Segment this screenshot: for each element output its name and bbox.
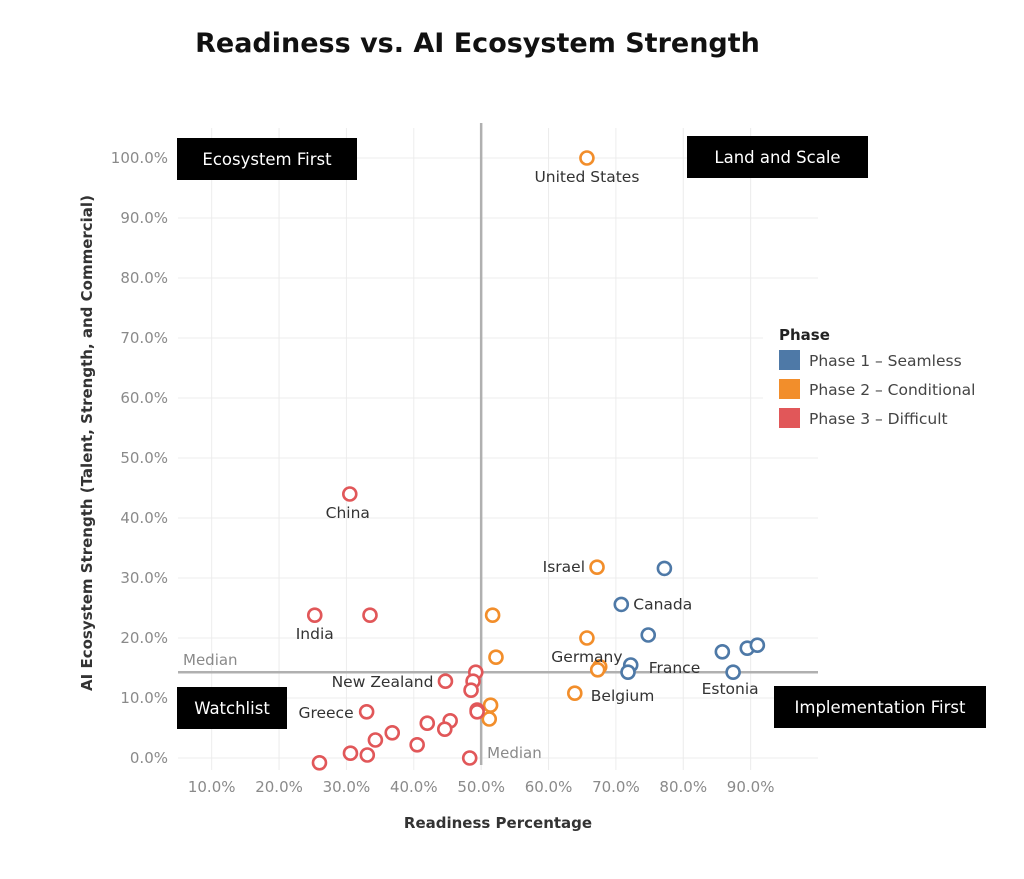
data-point bbox=[714, 643, 731, 660]
data-point bbox=[620, 664, 636, 681]
x-tick-label: 20.0% bbox=[255, 778, 303, 796]
legend-title: Phase bbox=[779, 326, 830, 344]
x-tick-label: 10.0% bbox=[188, 778, 236, 796]
data-point bbox=[481, 711, 498, 727]
data-point bbox=[566, 685, 583, 702]
x-tick-label: 30.0% bbox=[323, 778, 371, 796]
data-point bbox=[656, 560, 673, 577]
data-point bbox=[341, 486, 358, 502]
x-tick-label: 40.0% bbox=[390, 778, 438, 796]
median-label-vertical: Median bbox=[487, 744, 542, 762]
quadrant-label: Watchlist bbox=[194, 699, 270, 718]
y-tick-label: 90.0% bbox=[120, 209, 168, 227]
data-points bbox=[306, 150, 766, 771]
legend: Phase Phase 1 – Seamless Phase 2 – Conditi… bbox=[763, 318, 995, 438]
quadrant-box bbox=[177, 687, 287, 729]
point-label: New Zealand bbox=[332, 673, 434, 691]
quadrant-labels: Ecosystem First Land and Scale Watchlist Im… bbox=[177, 136, 986, 729]
quadrant-label: Implementation First bbox=[795, 698, 967, 717]
legend-background bbox=[763, 318, 995, 438]
x-tick-label: 90.0% bbox=[727, 778, 775, 796]
legend-entry: Phase 3 – Difficult bbox=[809, 410, 948, 428]
point-label: Estonia bbox=[702, 680, 759, 698]
data-point bbox=[461, 750, 478, 766]
data-point bbox=[419, 715, 436, 732]
legend-swatch bbox=[779, 408, 800, 428]
data-point bbox=[362, 607, 378, 624]
legend-entry: Phase 2 – Conditional bbox=[809, 381, 975, 399]
data-point bbox=[488, 649, 504, 666]
data-point bbox=[463, 682, 479, 699]
data-point bbox=[749, 637, 766, 654]
data-point bbox=[358, 703, 375, 720]
quadrant-bottom-left: Watchlist bbox=[177, 687, 287, 729]
x-tick-label: 50.0% bbox=[457, 778, 505, 796]
legend-swatch bbox=[779, 350, 800, 370]
quadrant-box bbox=[177, 138, 357, 180]
y-tick-label: 50.0% bbox=[120, 449, 168, 467]
point-label: United States bbox=[534, 168, 639, 186]
point-label: India bbox=[296, 625, 334, 643]
quadrant-label: Ecosystem First bbox=[202, 150, 332, 169]
y-tick-label: 70.0% bbox=[120, 329, 168, 347]
quadrant-label: Land and Scale bbox=[714, 148, 840, 167]
x-axis-title: Readiness Percentage bbox=[404, 814, 592, 832]
point-label: Greece bbox=[298, 704, 353, 722]
x-tick-label: 80.0% bbox=[659, 778, 707, 796]
y-tick-label: 30.0% bbox=[120, 569, 168, 587]
data-point bbox=[436, 721, 453, 738]
data-point bbox=[342, 745, 359, 762]
x-tick-label: 70.0% bbox=[592, 778, 640, 796]
data-point bbox=[384, 724, 401, 741]
chart-title: Readiness vs. AI Ecosystem Strength bbox=[195, 28, 760, 59]
data-point bbox=[359, 747, 376, 763]
y-tick-label: 60.0% bbox=[120, 389, 168, 407]
point-label: Germany bbox=[551, 648, 622, 666]
data-point bbox=[613, 596, 630, 613]
x-tick-label: 60.0% bbox=[525, 778, 573, 796]
quadrant-top-left: Ecosystem First bbox=[177, 138, 357, 180]
median-lines: Median Median bbox=[178, 123, 818, 765]
y-tick-label: 10.0% bbox=[120, 689, 168, 707]
legend-entry: Phase 1 – Seamless bbox=[809, 352, 962, 370]
point-label: Belgium bbox=[591, 687, 655, 705]
data-point bbox=[306, 607, 323, 624]
point-label: Israel bbox=[543, 558, 585, 576]
y-tick-label: 0.0% bbox=[130, 749, 168, 767]
data-point bbox=[311, 754, 328, 771]
quadrant-top-right: Land and Scale bbox=[687, 136, 868, 178]
data-point bbox=[469, 703, 485, 720]
data-point bbox=[437, 673, 454, 690]
data-point bbox=[589, 559, 605, 576]
legend-swatch bbox=[779, 379, 800, 399]
point-label: France bbox=[649, 659, 701, 677]
data-point bbox=[409, 736, 425, 753]
data-point bbox=[640, 627, 657, 643]
y-tick-label: 80.0% bbox=[120, 269, 168, 287]
data-point bbox=[367, 732, 384, 748]
y-tick-label: 20.0% bbox=[120, 629, 168, 647]
data-point bbox=[589, 661, 606, 678]
data-point bbox=[725, 664, 741, 681]
y-axis-title: AI Ecosystem Strength (Talent, Strength,… bbox=[78, 195, 96, 691]
y-tick-label: 100.0% bbox=[111, 149, 168, 167]
grid bbox=[178, 128, 818, 770]
quadrant-box bbox=[687, 136, 868, 178]
y-tick-label: 40.0% bbox=[120, 509, 168, 527]
data-point bbox=[579, 630, 595, 646]
data-point bbox=[579, 150, 595, 166]
data-point bbox=[484, 607, 501, 624]
data-point bbox=[482, 697, 499, 714]
point-label: Canada bbox=[633, 595, 692, 613]
point-label: China bbox=[326, 504, 370, 522]
tick-labels: 10.0% 20.0% 30.0% 40.0% 50.0% 60.0% 70.0% 80.0%… bbox=[111, 149, 775, 796]
median-label-horizontal: Median bbox=[183, 651, 238, 669]
quadrant-bottom-right: Implementation First bbox=[774, 686, 986, 728]
quadrant-box bbox=[774, 686, 986, 728]
